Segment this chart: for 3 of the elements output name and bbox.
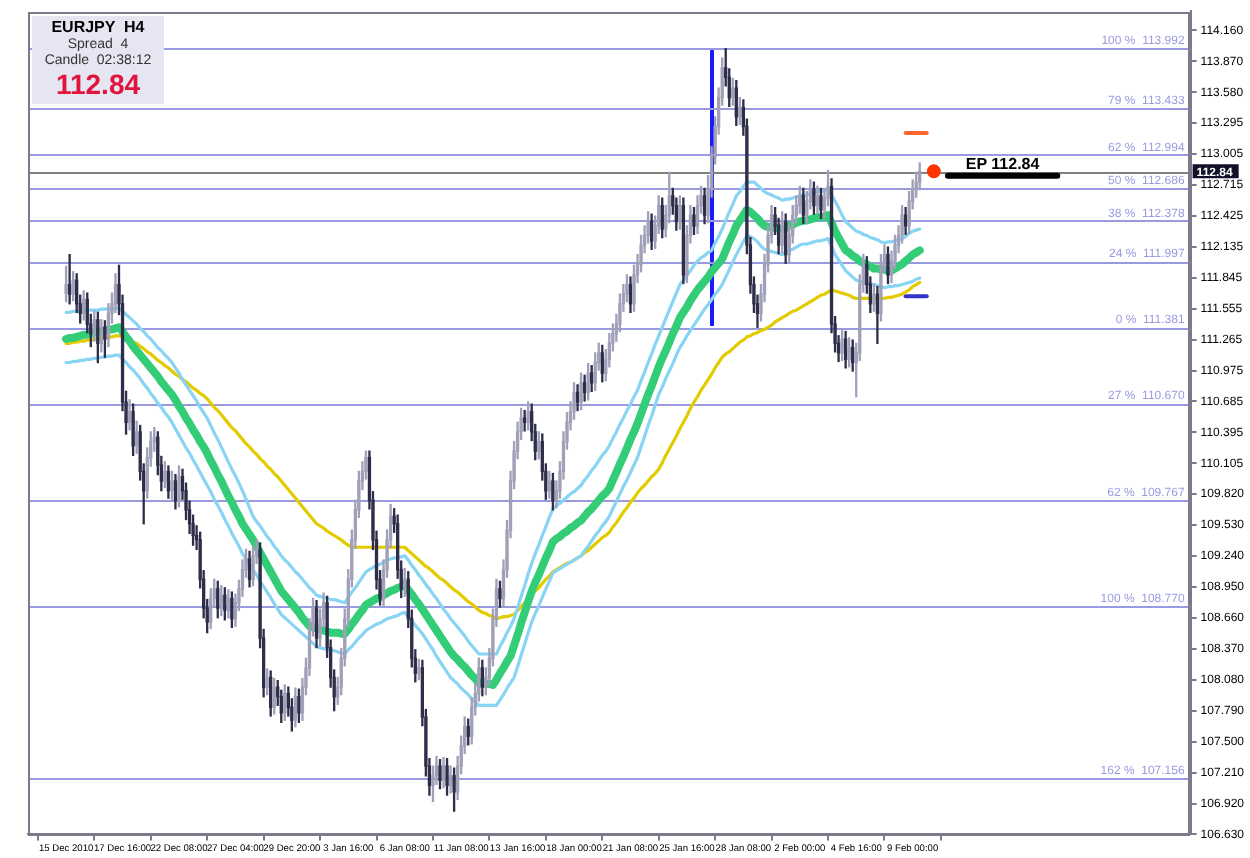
annotation: 112.84 bbox=[53, 68, 143, 100]
chart-title: EURJPY H4 bbox=[49, 18, 147, 36]
annotation: EP 112.84 bbox=[965, 155, 1041, 174]
